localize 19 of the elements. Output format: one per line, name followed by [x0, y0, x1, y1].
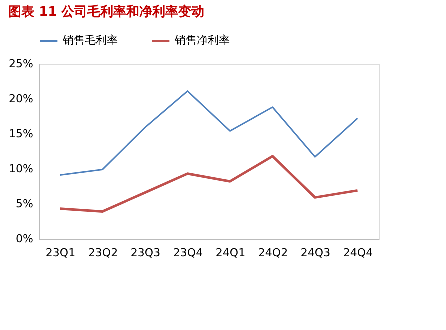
- x-tick-label: 24Q1: [216, 246, 246, 260]
- x-tick-label: 24Q2: [258, 246, 288, 260]
- x-tick-label: 23Q4: [173, 246, 204, 260]
- line-series: [60, 90, 358, 176]
- y-tick-label: 5%: [16, 198, 34, 210]
- y-tick-label: 25%: [9, 58, 34, 70]
- y-tick-label: 10%: [9, 162, 34, 176]
- legend-label: 销售净利率: [174, 34, 230, 47]
- y-tick-label: 15%: [9, 128, 34, 140]
- chart-title: 图表 11 公司毛利率和净利率变动: [8, 4, 205, 20]
- x-tick-label: 24Q4: [343, 246, 374, 260]
- legend-label: 销售毛利率: [62, 34, 118, 47]
- x-tick-label: 23Q3: [130, 246, 161, 260]
- x-tick-label: 24Q3: [300, 246, 331, 260]
- y-tick-label: 0%: [16, 232, 34, 246]
- x-tick-label: 23Q2: [88, 246, 118, 260]
- y-tick-label: 20%: [9, 92, 34, 106]
- line-series: [59, 155, 359, 213]
- x-tick-label: 23Q1: [46, 246, 76, 260]
